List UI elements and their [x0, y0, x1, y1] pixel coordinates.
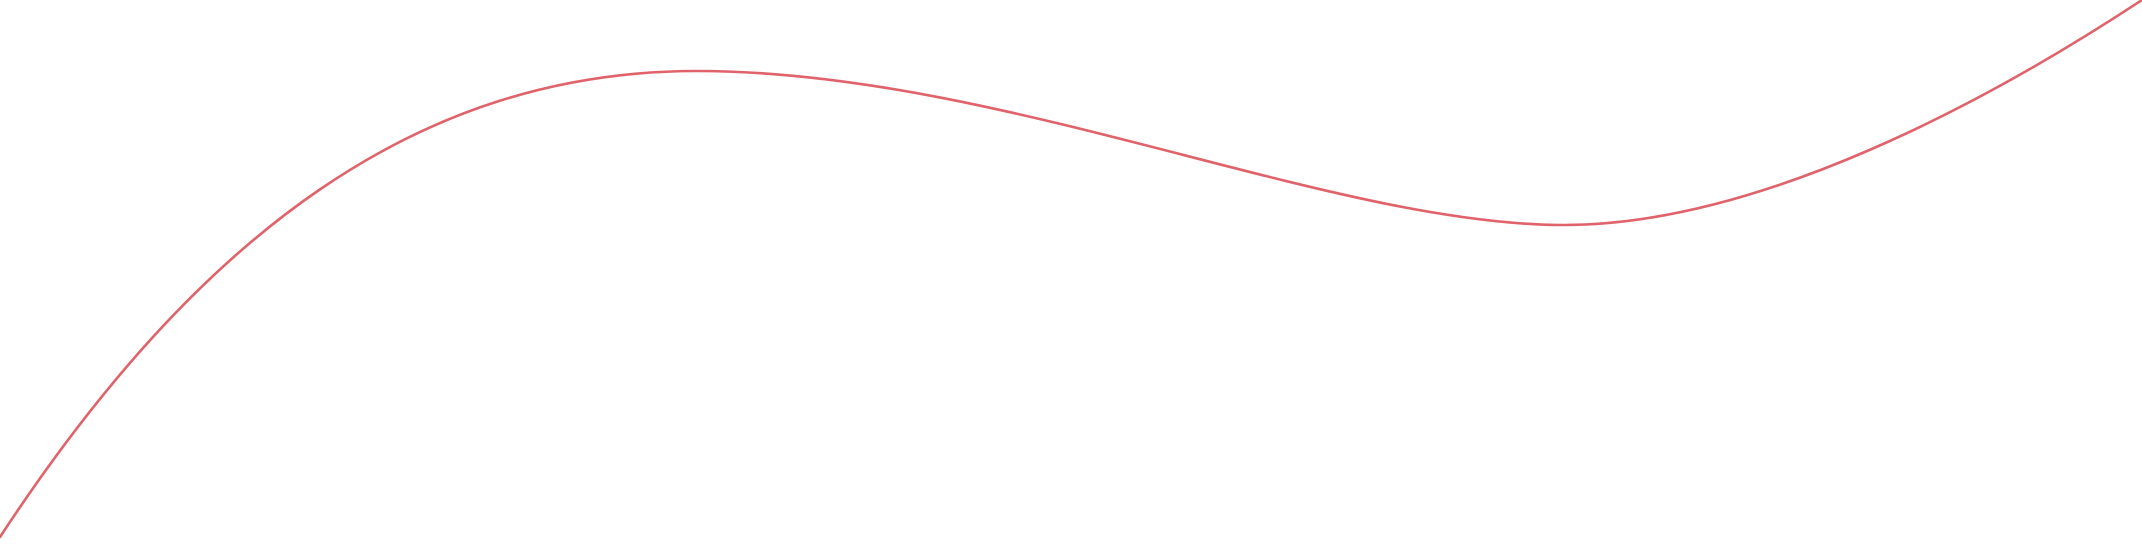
wave-line: [0, 0, 2142, 539]
